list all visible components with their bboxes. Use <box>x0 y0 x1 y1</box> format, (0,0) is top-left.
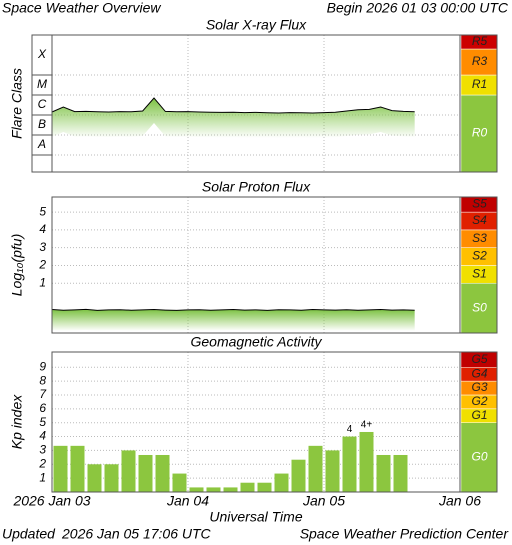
bar <box>257 482 272 492</box>
bar <box>359 431 374 492</box>
bar <box>376 454 391 492</box>
value-label: 4 <box>347 424 353 435</box>
scale-label: S4 <box>472 213 487 227</box>
y-tick-label: B <box>38 117 46 131</box>
scale-label: S0 <box>472 300 487 314</box>
chart-title: Solar Proton Flux <box>202 179 311 195</box>
bar <box>189 487 204 492</box>
scale-band <box>460 48 498 76</box>
scale-label: R1 <box>472 77 487 91</box>
bar <box>240 482 255 492</box>
plot-area <box>52 35 460 172</box>
x-tick-label: Jan 05 <box>302 493 345 509</box>
bar <box>104 464 119 492</box>
plot-area <box>52 352 460 492</box>
scale-label: G0 <box>471 450 487 464</box>
x-tick-label: Jan 04 <box>166 493 209 509</box>
y-tick-label: 5 <box>39 415 46 429</box>
y-tick-label: C <box>38 97 47 111</box>
bar <box>308 445 323 492</box>
bar <box>172 473 187 492</box>
y-tick-label: 6 <box>39 401 46 415</box>
bar <box>393 454 408 492</box>
area-fill <box>52 98 415 138</box>
scale-label: S2 <box>472 249 487 263</box>
y-tick-label: 5 <box>39 204 46 218</box>
area-fill <box>52 309 415 331</box>
chart-title: Solar X-ray Flux <box>206 17 307 33</box>
x-axis-label: Universal Time <box>209 509 302 525</box>
scale-label: G2 <box>471 394 487 408</box>
bar <box>291 459 306 492</box>
footer-updated: Updated <box>2 526 56 542</box>
scale-label: G3 <box>471 380 487 394</box>
scale-border <box>459 351 498 493</box>
y-tick-label: 1 <box>39 275 46 289</box>
x-tick-label: 2026 Jan 03 <box>12 493 90 509</box>
scale-label: S1 <box>472 267 487 281</box>
chart-title: Geomagnetic Activity <box>191 334 323 350</box>
y-tick-label: A <box>37 137 46 151</box>
scale-label: S3 <box>472 231 487 245</box>
bar <box>206 487 221 492</box>
bar <box>87 464 102 492</box>
scale-band <box>460 282 498 334</box>
bar <box>121 450 136 492</box>
footer-source: Space Weather Prediction Center <box>300 526 510 542</box>
footer-updated-time: 2026 Jan 05 17:06 UTC <box>61 526 212 542</box>
y-tick-label: 7 <box>39 387 47 401</box>
x-tick-label: Jan 06 <box>438 493 481 509</box>
y-tick-label: 3 <box>39 443 46 457</box>
y-tick-label: 8 <box>39 373 46 387</box>
series-line <box>51 97 415 114</box>
bar <box>53 445 68 492</box>
y-axis-label: Log₁₀(pfu) <box>9 234 25 296</box>
y-axis-label: Kp index <box>9 394 25 449</box>
bar <box>155 454 170 492</box>
scale-label: G5 <box>471 352 487 366</box>
scale-label: G1 <box>471 408 487 422</box>
bar <box>342 436 357 492</box>
bar <box>138 454 153 492</box>
y-tick-label: X <box>37 47 47 61</box>
bar <box>223 487 238 492</box>
y-tick-label: 4 <box>39 222 46 236</box>
y-tick-label: 1 <box>39 470 46 484</box>
header-title: Space Weather Overview <box>2 0 161 16</box>
y-tick-label: 9 <box>39 359 46 373</box>
y-tick-label: M <box>37 77 47 91</box>
value-label: 4+ <box>361 420 373 431</box>
scale-label: R5 <box>472 34 488 48</box>
y-tick-label: 2 <box>38 258 46 272</box>
bar <box>274 473 289 492</box>
header-begin: Begin 2026 01 03 00:00 UTC <box>327 0 509 16</box>
y-tick-label: 2 <box>38 456 46 470</box>
scale-label: R3 <box>472 54 488 68</box>
bar <box>325 450 340 492</box>
scale-band <box>460 422 498 493</box>
y-axis-label: Flare Class <box>9 68 25 139</box>
scale-border <box>459 34 498 173</box>
series-line <box>51 308 415 311</box>
bar <box>70 445 85 492</box>
scale-label: S5 <box>472 197 487 211</box>
scale-label: R0 <box>472 126 488 140</box>
y-tick-label: 4 <box>39 429 46 443</box>
y-tick-label: 3 <box>39 240 46 254</box>
scale-border <box>459 196 498 334</box>
scale-label: G4 <box>471 366 487 380</box>
